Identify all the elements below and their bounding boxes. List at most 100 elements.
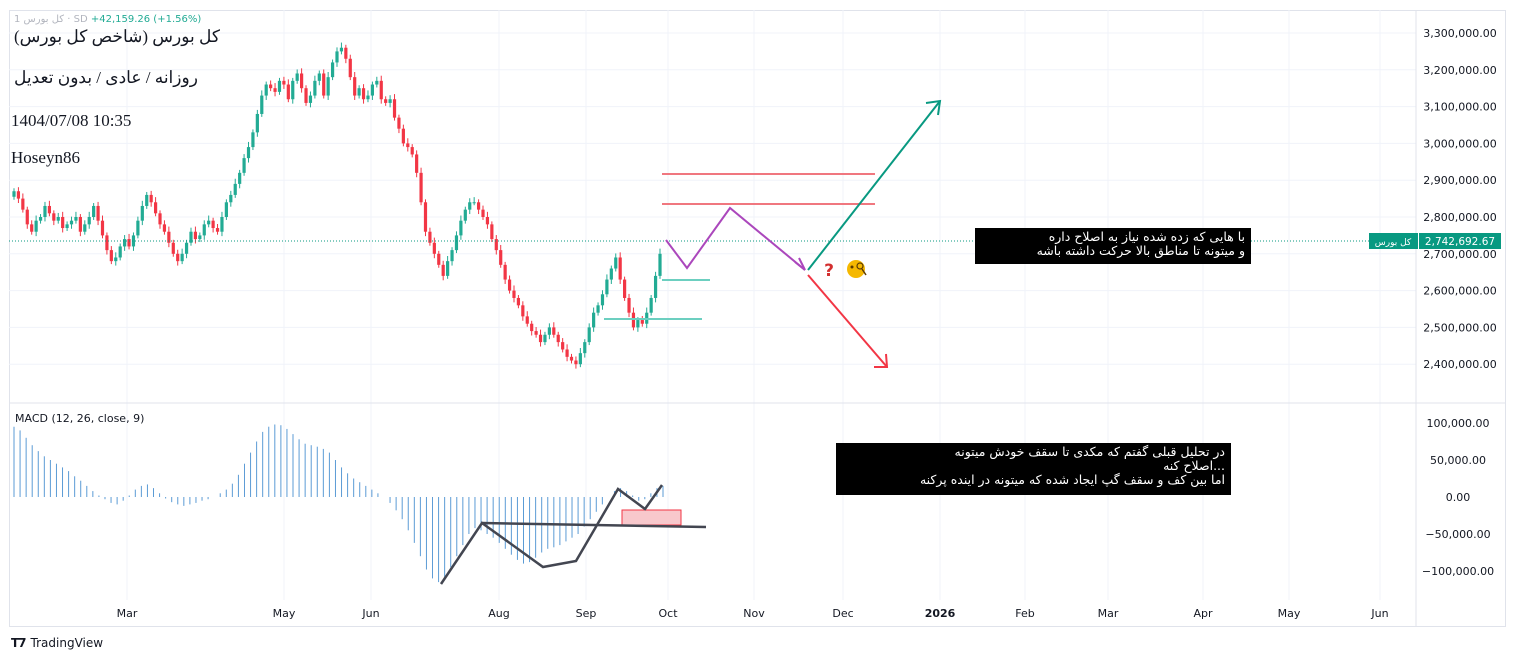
- annotation-note-1[interactable]: با هایی که زده شده نیاز به اصلاح داره و …: [975, 228, 1251, 264]
- macd-indicator-label[interactable]: MACD (12, 26, close, 9): [15, 412, 145, 425]
- candle-body: [335, 51, 339, 63]
- price-badge-value: 2,742,692.67: [1425, 236, 1495, 248]
- candle-body: [361, 88, 366, 100]
- candle-body: [109, 250, 113, 262]
- candle-body: [450, 250, 454, 262]
- grid-lines: [9, 10, 1416, 600]
- candle-body: [609, 268, 613, 280]
- bullish-arrowhead: [925, 99, 942, 116]
- candle-body: [87, 217, 91, 225]
- candle-body: [180, 253, 184, 262]
- candle-body: [330, 62, 335, 78]
- candle-body: [512, 290, 516, 298]
- candle-body: [623, 279, 627, 298]
- candle-body: [233, 183, 237, 195]
- candle-body: [521, 305, 525, 317]
- candle-body: [547, 327, 551, 335]
- macd-histogram: [13, 424, 664, 583]
- candle-body: [56, 217, 60, 221]
- time-axis: Mar May Jun Aug Sep Oct Nov Dec 2026 Feb Mar Apr May…: [117, 607, 1389, 620]
- candle-body: [171, 242, 175, 254]
- candle-body: [92, 205, 96, 217]
- candle-body: [162, 224, 167, 232]
- candle-body: [313, 80, 317, 96]
- candle-body: [65, 224, 69, 229]
- time-tick-label: Aug: [488, 607, 509, 620]
- candle-body: [432, 242, 436, 254]
- gap-box[interactable]: [621, 509, 682, 526]
- price-tick-label: 2,700,000.00: [1423, 248, 1496, 261]
- candle-body: [158, 213, 162, 225]
- candle-body: [499, 250, 503, 265]
- candle-body: [437, 253, 441, 265]
- macd-tick-label: 100,000.00: [1427, 417, 1490, 430]
- candle-body: [481, 209, 485, 217]
- candle-body: [277, 80, 282, 92]
- candle-body: [569, 356, 574, 361]
- macd-trendline[interactable]: [481, 521, 707, 529]
- candle-body: [503, 264, 507, 280]
- candle-body: [428, 231, 432, 243]
- time-tick-label: Jun: [1370, 607, 1388, 620]
- candle-body: [578, 353, 582, 365]
- candle-body: [21, 198, 25, 210]
- bullish-arrow[interactable]: [807, 100, 941, 271]
- candle-body: [401, 128, 405, 144]
- candle-body: [118, 246, 122, 258]
- candle-body: [596, 305, 600, 313]
- candle-body: [229, 194, 233, 203]
- candle-body: [348, 58, 352, 78]
- candle-body: [207, 220, 211, 225]
- bearish-arrow[interactable]: [807, 274, 888, 368]
- candle-body: [83, 224, 87, 232]
- candle-body: [61, 217, 65, 229]
- badge-value-bg: [1419, 233, 1501, 249]
- candle-body: [74, 217, 78, 221]
- candle-body: [136, 220, 140, 236]
- candle-body: [392, 99, 397, 118]
- candle-body: [556, 334, 560, 343]
- price-tick-label: 2,600,000.00: [1423, 285, 1496, 298]
- candle-body: [127, 239, 131, 247]
- candle-body: [246, 147, 251, 159]
- price-axis: 3,300,000.00 3,200,000.00 3,100,000.00 3,00…: [1423, 27, 1496, 371]
- candle-body: [220, 217, 224, 232]
- candle-body: [658, 253, 662, 276]
- candle-body: [561, 342, 565, 350]
- time-tick-label: Mar: [1098, 607, 1119, 620]
- projection-path[interactable]: [665, 206, 806, 271]
- candle-body: [176, 253, 180, 262]
- candle-body: [379, 80, 383, 100]
- annotation-note-2[interactable]: در تحلیل قبلی گفتم که مکدی تا سقف خودش م…: [836, 443, 1231, 495]
- candle-body: [198, 235, 202, 240]
- candle-body: [627, 297, 631, 313]
- candle-body: [463, 209, 467, 221]
- candle-body: [43, 205, 47, 217]
- note-2-line-2: ...اصلاح کنه: [1163, 458, 1225, 473]
- candle-body: [472, 202, 476, 204]
- ticker-label: کل بورس 1 · SD: [14, 14, 88, 25]
- candle-body: [16, 191, 21, 199]
- price-tick-label: 3,300,000.00: [1423, 27, 1496, 40]
- candle-body: [30, 224, 34, 232]
- candle-body: [78, 217, 82, 232]
- candle-body: [25, 209, 29, 225]
- candle-body: [353, 77, 357, 96]
- candle-body: [140, 205, 144, 221]
- candle-body: [69, 220, 74, 225]
- candle-body: [251, 132, 255, 148]
- candle-body: [459, 220, 463, 236]
- time-tick-label: Oct: [658, 607, 678, 620]
- time-tick-label: Dec: [832, 607, 853, 620]
- time-tick-label: Apr: [1193, 607, 1213, 620]
- candle-body: [339, 47, 344, 52]
- candle-body: [552, 327, 556, 335]
- macd-zigzag[interactable]: [439, 484, 664, 585]
- candle-body: [446, 261, 450, 276]
- tradingview-logo[interactable]: T7 TradingView: [11, 636, 103, 650]
- price-tick-label: 2,800,000.00: [1423, 211, 1496, 224]
- macd-tick-label: −50,000.00: [1425, 528, 1490, 541]
- candle-body: [525, 316, 529, 324]
- candle-body: [238, 172, 242, 184]
